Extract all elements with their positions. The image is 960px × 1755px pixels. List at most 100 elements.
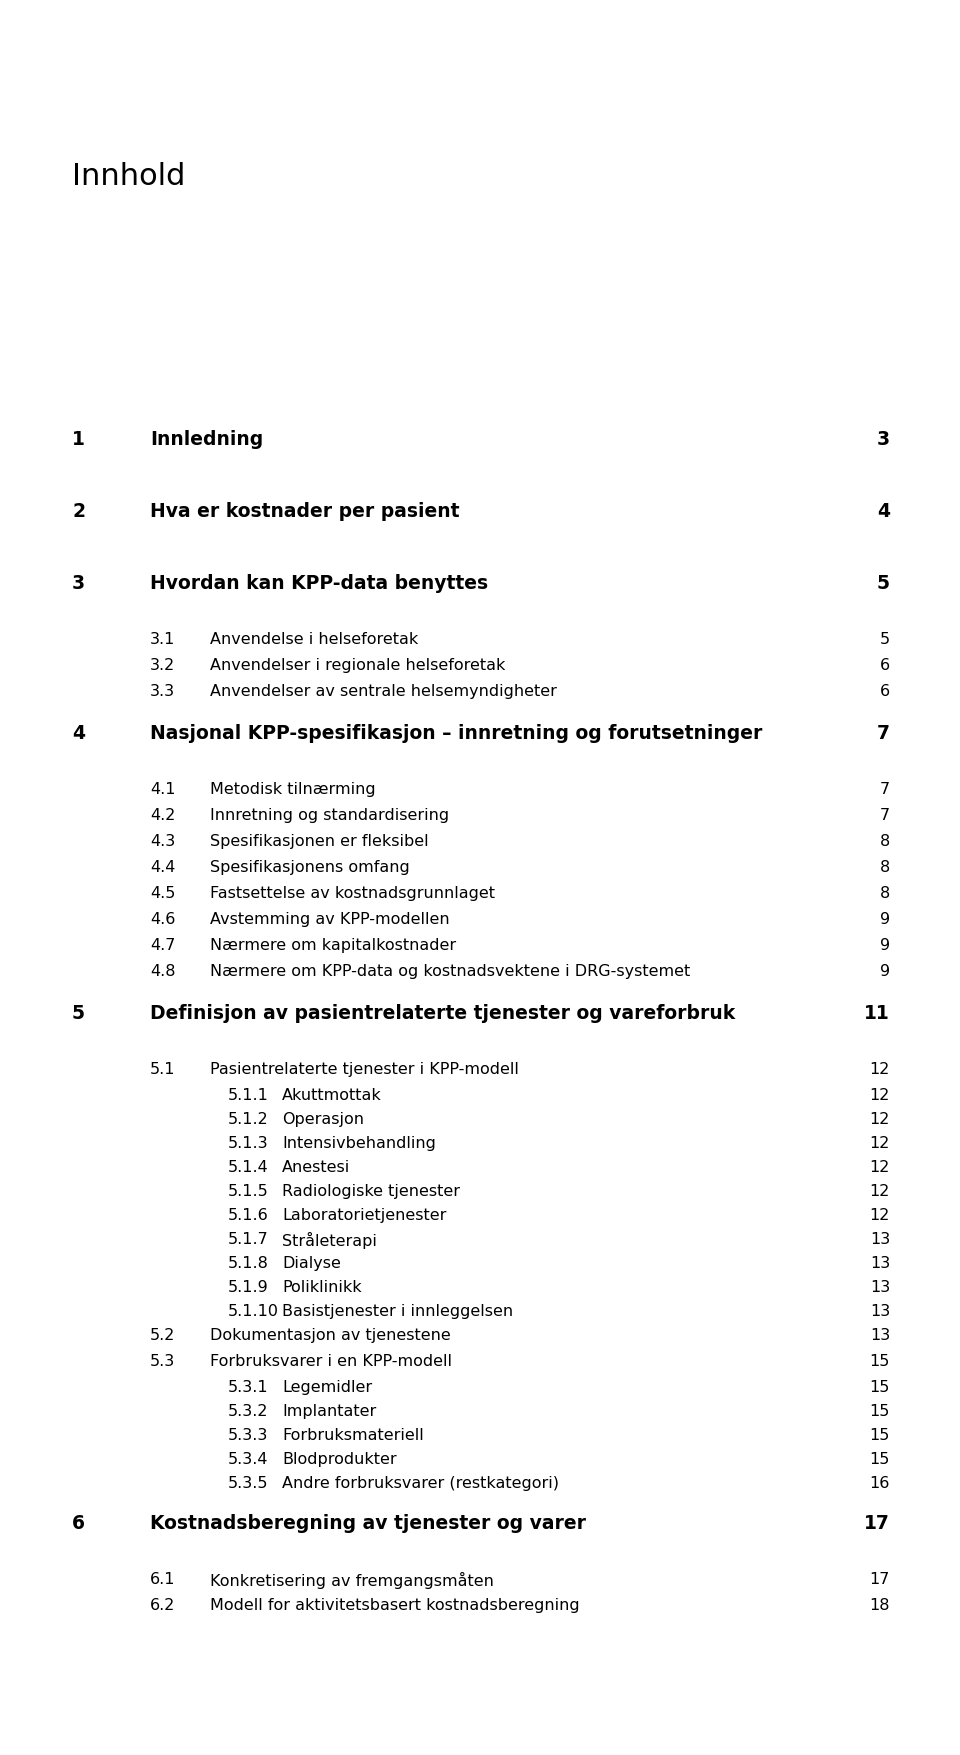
Text: 8: 8 bbox=[879, 860, 890, 874]
Text: 5.1.4: 5.1.4 bbox=[228, 1160, 269, 1174]
Text: 5.1.5: 5.1.5 bbox=[228, 1183, 269, 1199]
Text: Pasientrelaterte tjenester i KPP-modell: Pasientrelaterte tjenester i KPP-modell bbox=[210, 1062, 518, 1076]
Text: 7: 7 bbox=[877, 723, 890, 742]
Text: 5.1.10: 5.1.10 bbox=[228, 1304, 279, 1318]
Text: 4: 4 bbox=[72, 723, 85, 742]
Text: 5.1.6: 5.1.6 bbox=[228, 1207, 269, 1221]
Text: Blodprodukter: Blodprodukter bbox=[282, 1451, 396, 1465]
Text: 5.1.9: 5.1.9 bbox=[228, 1279, 269, 1293]
Text: 3.3: 3.3 bbox=[150, 684, 175, 698]
Text: 4: 4 bbox=[877, 502, 890, 521]
Text: 13: 13 bbox=[870, 1279, 890, 1293]
Text: Anestesi: Anestesi bbox=[282, 1160, 350, 1174]
Text: 3.2: 3.2 bbox=[150, 658, 176, 672]
Text: 13: 13 bbox=[870, 1255, 890, 1271]
Text: 5.1: 5.1 bbox=[150, 1062, 176, 1076]
Text: 12: 12 bbox=[870, 1062, 890, 1076]
Text: 6: 6 bbox=[880, 684, 890, 698]
Text: 12: 12 bbox=[870, 1135, 890, 1150]
Text: Akuttmottak: Akuttmottak bbox=[282, 1088, 382, 1102]
Text: Radiologiske tjenester: Radiologiske tjenester bbox=[282, 1183, 460, 1199]
Text: 4.4: 4.4 bbox=[150, 860, 176, 874]
Text: Anvendelse i helseforetak: Anvendelse i helseforetak bbox=[210, 632, 419, 646]
Text: 4.3: 4.3 bbox=[150, 834, 176, 848]
Text: Konkretisering av fremgangsmåten: Konkretisering av fremgangsmåten bbox=[210, 1571, 493, 1588]
Text: Nærmere om KPP-data og kostnadsvektene i DRG-systemet: Nærmere om KPP-data og kostnadsvektene i… bbox=[210, 963, 690, 979]
Text: Andre forbruksvarer (restkategori): Andre forbruksvarer (restkategori) bbox=[282, 1476, 559, 1490]
Text: Definisjon av pasientrelaterte tjenester og vareforbruk: Definisjon av pasientrelaterte tjenester… bbox=[150, 1004, 735, 1023]
Text: Operasjon: Operasjon bbox=[282, 1111, 364, 1127]
Text: 15: 15 bbox=[870, 1353, 890, 1369]
Text: Kostnadsberegning av tjenester og varer: Kostnadsberegning av tjenester og varer bbox=[150, 1513, 586, 1532]
Text: 5: 5 bbox=[72, 1004, 85, 1023]
Text: 9: 9 bbox=[880, 963, 890, 979]
Text: Innretning og standardisering: Innretning og standardisering bbox=[210, 807, 449, 823]
Text: Stråleterapi: Stråleterapi bbox=[282, 1232, 377, 1248]
Text: 13: 13 bbox=[870, 1304, 890, 1318]
Text: Innledning: Innledning bbox=[150, 430, 263, 449]
Text: 17: 17 bbox=[870, 1571, 890, 1587]
Text: 4.2: 4.2 bbox=[150, 807, 176, 823]
Text: Innhold: Innhold bbox=[72, 161, 185, 191]
Text: 5.1.1: 5.1.1 bbox=[228, 1088, 269, 1102]
Text: 6.1: 6.1 bbox=[150, 1571, 176, 1587]
Text: 13: 13 bbox=[870, 1327, 890, 1343]
Text: Implantater: Implantater bbox=[282, 1404, 376, 1418]
Text: 5.3.4: 5.3.4 bbox=[228, 1451, 269, 1465]
Text: Poliklinikk: Poliklinikk bbox=[282, 1279, 362, 1293]
Text: 6: 6 bbox=[880, 658, 890, 672]
Text: Metodisk tilnærming: Metodisk tilnærming bbox=[210, 781, 375, 797]
Text: 8: 8 bbox=[879, 834, 890, 848]
Text: Hva er kostnader per pasient: Hva er kostnader per pasient bbox=[150, 502, 460, 521]
Text: 3: 3 bbox=[876, 430, 890, 449]
Text: Dialyse: Dialyse bbox=[282, 1255, 341, 1271]
Text: 5.3.2: 5.3.2 bbox=[228, 1404, 269, 1418]
Text: 11: 11 bbox=[864, 1004, 890, 1023]
Text: 15: 15 bbox=[870, 1427, 890, 1443]
Text: Forbruksmateriell: Forbruksmateriell bbox=[282, 1427, 423, 1443]
Text: Anvendelser i regionale helseforetak: Anvendelser i regionale helseforetak bbox=[210, 658, 505, 672]
Text: Forbruksvarer i en KPP-modell: Forbruksvarer i en KPP-modell bbox=[210, 1353, 452, 1369]
Text: 15: 15 bbox=[870, 1451, 890, 1465]
Text: 8: 8 bbox=[879, 886, 890, 900]
Text: 4.8: 4.8 bbox=[150, 963, 176, 979]
Text: 5.2: 5.2 bbox=[150, 1327, 176, 1343]
Text: 12: 12 bbox=[870, 1111, 890, 1127]
Text: 15: 15 bbox=[870, 1404, 890, 1418]
Text: 5: 5 bbox=[877, 574, 890, 593]
Text: 6: 6 bbox=[72, 1513, 85, 1532]
Text: 7: 7 bbox=[880, 781, 890, 797]
Text: 5.3.3: 5.3.3 bbox=[228, 1427, 269, 1443]
Text: 18: 18 bbox=[870, 1597, 890, 1613]
Text: 12: 12 bbox=[870, 1207, 890, 1221]
Text: Fastsettelse av kostnadsgrunnlaget: Fastsettelse av kostnadsgrunnlaget bbox=[210, 886, 495, 900]
Text: 3.1: 3.1 bbox=[150, 632, 176, 646]
Text: 7: 7 bbox=[880, 807, 890, 823]
Text: Anvendelser av sentrale helsemyndigheter: Anvendelser av sentrale helsemyndigheter bbox=[210, 684, 557, 698]
Text: 17: 17 bbox=[864, 1513, 890, 1532]
Text: Laboratorietjenester: Laboratorietjenester bbox=[282, 1207, 446, 1221]
Text: 12: 12 bbox=[870, 1183, 890, 1199]
Text: 9: 9 bbox=[880, 911, 890, 927]
Text: 1: 1 bbox=[72, 430, 84, 449]
Text: 5.3.1: 5.3.1 bbox=[228, 1379, 269, 1393]
Text: 2: 2 bbox=[72, 502, 85, 521]
Text: Basistjenester i innleggelsen: Basistjenester i innleggelsen bbox=[282, 1304, 514, 1318]
Text: 5.1.8: 5.1.8 bbox=[228, 1255, 269, 1271]
Text: 4.1: 4.1 bbox=[150, 781, 176, 797]
Text: Hvordan kan KPP-data benyttes: Hvordan kan KPP-data benyttes bbox=[150, 574, 488, 593]
Text: 12: 12 bbox=[870, 1088, 890, 1102]
Text: 13: 13 bbox=[870, 1232, 890, 1246]
Text: 3: 3 bbox=[72, 574, 85, 593]
Text: Modell for aktivitetsbasert kostnadsberegning: Modell for aktivitetsbasert kostnadsbere… bbox=[210, 1597, 580, 1613]
Text: 5.1.2: 5.1.2 bbox=[228, 1111, 269, 1127]
Text: Nærmere om kapitalkostnader: Nærmere om kapitalkostnader bbox=[210, 937, 456, 953]
Text: Spesifikasjonen er fleksibel: Spesifikasjonen er fleksibel bbox=[210, 834, 428, 848]
Text: 6.2: 6.2 bbox=[150, 1597, 176, 1613]
Text: 4.7: 4.7 bbox=[150, 937, 176, 953]
Text: Spesifikasjonens omfang: Spesifikasjonens omfang bbox=[210, 860, 410, 874]
Text: Dokumentasjon av tjenestene: Dokumentasjon av tjenestene bbox=[210, 1327, 451, 1343]
Text: 5: 5 bbox=[880, 632, 890, 646]
Text: 9: 9 bbox=[880, 937, 890, 953]
Text: 4.6: 4.6 bbox=[150, 911, 176, 927]
